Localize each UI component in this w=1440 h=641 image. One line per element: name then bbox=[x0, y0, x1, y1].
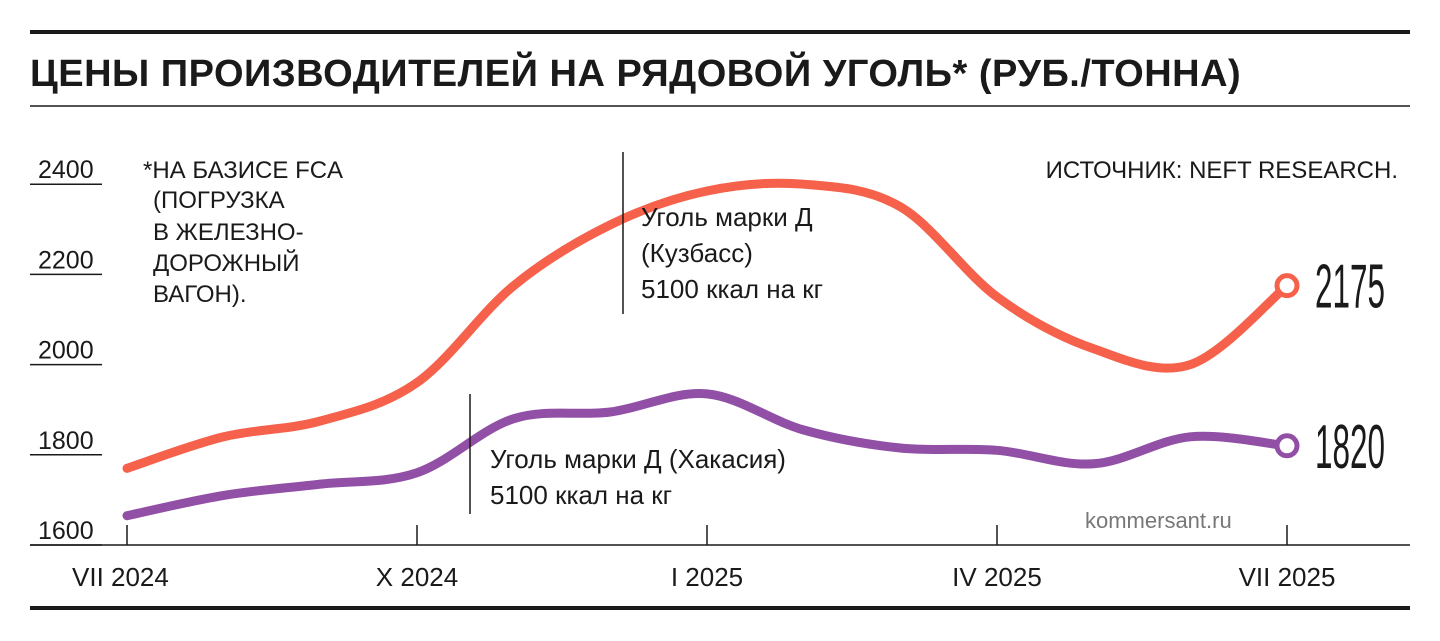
kuzbass-end-marker bbox=[1274, 273, 1300, 299]
kuzbass-label-line: (Кузбасс) bbox=[641, 238, 753, 268]
y-tick-label: 2400 bbox=[38, 156, 94, 184]
footnote: *НА БАЗИСЕ FCA (ПОГРУЗКА В ЖЕЛЕЗНО- ДОРО… bbox=[143, 157, 343, 308]
series-group: 2175 1820 bbox=[122, 178, 1385, 521]
footnote-line: *НА БАЗИСЕ FCA bbox=[143, 157, 343, 184]
footnote-line: ВАГОН). bbox=[153, 281, 247, 308]
y-axis: 2400 2200 2000 1800 1600 bbox=[30, 156, 102, 546]
y-tick-label: 1600 bbox=[38, 517, 94, 545]
y-tick-label: 1800 bbox=[38, 427, 94, 455]
khakasia-annotation: Уголь марки Д (Хакасия) 5100 ккал на кг bbox=[469, 394, 786, 514]
footnote-line: ДОРОЖНЫЙ bbox=[153, 249, 300, 277]
y-tick-label: 2000 bbox=[38, 337, 94, 365]
x-tick-label: VII 2024 bbox=[72, 562, 169, 592]
x-tick-label: IV 2025 bbox=[952, 562, 1042, 592]
kuzbass-label-line: Уголь марки Д bbox=[641, 202, 813, 232]
kuzbass-end-value: 2175 bbox=[1315, 253, 1385, 322]
footnote-line: (ПОГРУЗКА bbox=[153, 187, 285, 214]
footnote-line: В ЖЕЛЕЗНО- bbox=[153, 219, 304, 246]
khakasia-end-marker bbox=[1274, 433, 1300, 459]
kuzbass-annotation: Уголь марки Д (Кузбасс) 5100 ккал на кг bbox=[622, 152, 823, 314]
source-note: ИСТОЧНИК: NEFT RESEARCH. bbox=[1046, 157, 1398, 184]
x-tick-label: VII 2025 bbox=[1239, 562, 1336, 592]
khakasia-label-line: 5100 ккал на кг bbox=[490, 480, 672, 510]
khakasia-label-line: Уголь марки Д (Хакасия) bbox=[490, 444, 786, 474]
x-axis: VII 2024 X 2024 I 2025 IV 2025 VII 2025 bbox=[30, 525, 1410, 592]
kuzbass-series-line bbox=[122, 178, 1292, 473]
credit: kommersant.ru bbox=[1085, 508, 1232, 533]
khakasia-series-line bbox=[122, 389, 1292, 521]
khakasia-end-value: 1820 bbox=[1315, 413, 1385, 482]
y-tick-label: 2200 bbox=[38, 246, 94, 274]
x-tick-label: X 2024 bbox=[376, 562, 458, 592]
x-tick-label: I 2025 bbox=[671, 562, 743, 592]
kuzbass-label-line: 5100 ккал на кг bbox=[641, 274, 823, 304]
chart-title: ЦЕНЫ ПРОИЗВОДИТЕЛЕЙ НА РЯДОВОЙ УГОЛЬ* (Р… bbox=[30, 50, 1241, 95]
